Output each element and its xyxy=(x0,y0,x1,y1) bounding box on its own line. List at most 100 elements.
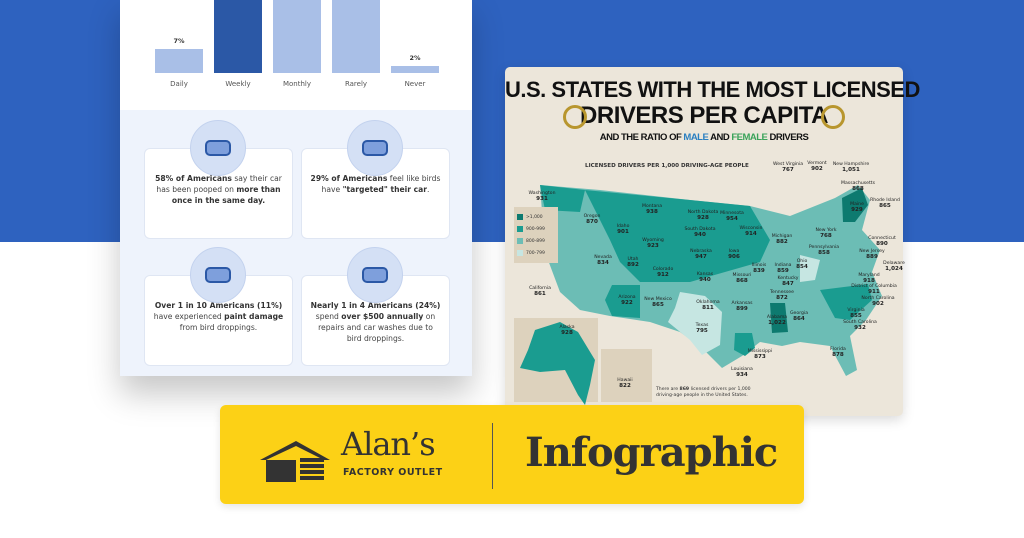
state-label: Indiana 859 xyxy=(774,263,791,274)
state-label: West Virginia 767 xyxy=(773,162,803,173)
west-virginia-shape xyxy=(800,255,820,282)
stat-highlight: Over 1 in 10 Americans (11%) xyxy=(154,301,283,310)
banner-divider xyxy=(492,423,493,489)
state-label: Nevada 834 xyxy=(594,255,612,266)
stat-highlight: paint damage xyxy=(224,312,284,321)
state-name: South Dakota xyxy=(684,227,716,232)
state-label: Montana 938 xyxy=(642,204,662,215)
state-label: New Mexico 865 xyxy=(644,297,672,308)
state-value: 902 xyxy=(811,165,823,172)
state-value: 932 xyxy=(854,324,866,331)
state-name: South Carolina xyxy=(843,320,877,325)
map-footnote: There are 869 licensed drivers per 1,000… xyxy=(656,387,766,399)
map-title-line1: U.S. STATES WITH THE MOST LICENSED xyxy=(505,77,920,102)
garage-logo-icon xyxy=(260,441,330,482)
state-name: New Mexico xyxy=(644,297,672,302)
state-label: District of Columbia 911 xyxy=(851,284,897,295)
legend-swatch xyxy=(517,250,523,256)
state-label: Delaware 1,024 xyxy=(883,261,905,272)
state-name: New York xyxy=(815,228,837,233)
state-value: 889 xyxy=(866,253,878,260)
state-name: North Carolina xyxy=(861,296,895,301)
state-name: Mississippi xyxy=(747,349,773,354)
state-name: West Virginia xyxy=(772,162,804,167)
state-value: 859 xyxy=(777,267,789,274)
state-label: Wisconsin 914 xyxy=(740,226,763,237)
state-name: Maryland xyxy=(858,273,880,278)
state-name: Kentucky xyxy=(777,276,799,281)
state-value: 928 xyxy=(697,214,709,221)
state-label: Ohio 854 xyxy=(796,259,808,270)
state-label: Arkansas 899 xyxy=(732,301,753,312)
x-tick-label: Rarely xyxy=(344,80,368,88)
state-value: 940 xyxy=(694,231,706,238)
state-label: Wyoming 923 xyxy=(642,238,664,249)
legend-label: 900-999 xyxy=(526,226,545,232)
state-value: 912 xyxy=(657,271,669,278)
state-name: California xyxy=(529,286,551,291)
state-label: Alabama 1,022 xyxy=(767,315,787,326)
state-name: Delaware xyxy=(883,261,905,266)
state-label: South Carolina 932 xyxy=(843,320,877,331)
state-name: Rhode Island xyxy=(870,198,900,203)
bar-monthly xyxy=(273,0,321,73)
state-value: 1,024 xyxy=(885,265,903,272)
state-value: 878 xyxy=(832,351,844,358)
state-name: Pennsylvania xyxy=(808,245,840,250)
state-value: 940 xyxy=(699,276,711,283)
state-name: Nebraska xyxy=(690,249,712,254)
state-label: Arizona 922 xyxy=(618,295,635,306)
state-label: Utah 892 xyxy=(627,257,639,268)
state-name: Georgia xyxy=(789,311,809,316)
note-number: 869 xyxy=(679,387,690,392)
state-label: Virginia 855 xyxy=(847,308,864,319)
state-name: Connecticut xyxy=(868,236,896,241)
legend-label: 700-799 xyxy=(526,250,545,256)
state-name: Florida xyxy=(830,347,846,352)
state-label: New Jersey 889 xyxy=(859,249,885,260)
legend-swatch xyxy=(517,238,523,244)
stat-highlight: 58% of Americans xyxy=(155,174,232,183)
stat-text: on repairs and car washes due to bird dr… xyxy=(318,312,436,343)
infographic-preview-left: Daily 7% Weekly Monthly Rarely Never 2% 58% of… xyxy=(120,0,472,376)
state-name: New Jersey xyxy=(859,249,885,254)
state-name: Missouri xyxy=(732,273,752,278)
state-value: 954 xyxy=(726,215,738,222)
subtitle-text: DRIVERS xyxy=(767,132,809,143)
state-name: Alabama xyxy=(766,315,788,320)
stat-text: from bird droppings. xyxy=(179,323,258,332)
state-name: Colorado xyxy=(652,267,674,272)
state-label: Georgia 864 xyxy=(790,311,808,322)
state-name: Maine xyxy=(850,202,864,207)
state-name: Tennessee xyxy=(770,290,794,295)
subtitle-male: MALE xyxy=(683,132,709,143)
state-name: Vermont xyxy=(807,161,827,166)
state-value: 768 xyxy=(820,232,832,239)
alabama-shape xyxy=(770,303,788,333)
map-subtitle: AND THE RATIO OF MALE AND FEMALE DRIVERS xyxy=(505,133,903,143)
state-name: New Hampshire xyxy=(832,162,870,167)
brand-banner: Alan’s FACTORY OUTLET Infographic xyxy=(220,405,804,504)
state-label: Mississippi 873 xyxy=(748,349,772,360)
state-name: Nevada xyxy=(594,255,612,260)
state-value: 847 xyxy=(782,280,794,287)
state-name: Washington xyxy=(528,191,556,196)
x-tick-label: Never xyxy=(404,80,426,88)
state-value: 767 xyxy=(782,166,794,173)
state-label: Tennessee 872 xyxy=(770,290,794,301)
state-value: 901 xyxy=(617,228,629,235)
state-label: California 861 xyxy=(529,286,551,297)
x-tick-label: Daily xyxy=(170,80,188,88)
state-label: Colorado 912 xyxy=(653,267,674,278)
state-name: Hawaii xyxy=(617,378,633,383)
state-value: 922 xyxy=(621,299,633,306)
state-value: 868 xyxy=(852,185,864,192)
state-label: Washington 931 xyxy=(529,191,556,202)
state-value: 918 xyxy=(863,277,875,284)
texas-shape xyxy=(668,292,722,355)
louisiana-shape xyxy=(734,333,755,356)
state-label: New York 768 xyxy=(815,228,836,239)
money-coins-icon xyxy=(347,247,403,303)
state-name: Louisiana xyxy=(731,367,753,372)
state-label: Pennsylvania 858 xyxy=(809,245,839,256)
